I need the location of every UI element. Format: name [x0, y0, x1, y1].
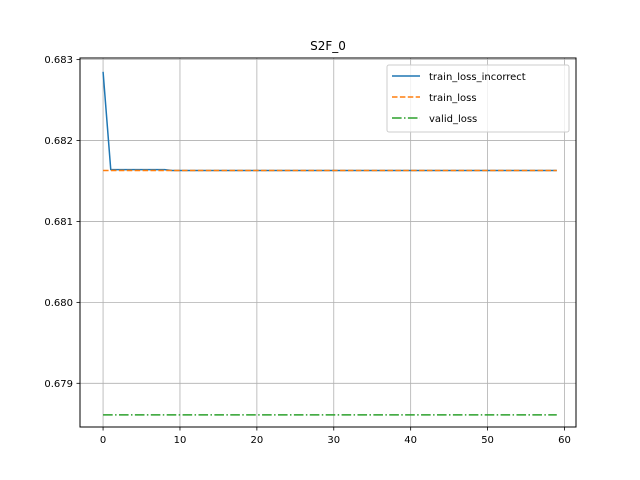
x-tick-label: 20: [251, 435, 264, 446]
x-tick-label: 10: [174, 435, 187, 446]
series-line-train-loss-incorrect: [102, 71, 557, 172]
legend-box: [386, 64, 570, 133]
ticks: 0 10 20 30 40 50 60 0.679 0.680 0.681 0.682 0.683: [44, 55, 570, 446]
plot-frame: [79, 57, 577, 428]
x-tick-label: 40: [404, 435, 417, 446]
legend-label: train_loss: [429, 93, 477, 104]
y-tick-label: 0.679: [44, 379, 73, 390]
series-lines: [102, 71, 557, 416]
x-tick-label: 50: [481, 435, 494, 446]
legend-label: valid_loss: [429, 114, 477, 125]
legend: train_loss_incorrect train_loss valid_loss: [386, 64, 570, 133]
x-tick-label: 0: [100, 435, 106, 446]
y-tick-label: 0.680: [44, 298, 73, 309]
y-tick-label: 0.683: [44, 55, 73, 66]
x-tick-label: 30: [327, 435, 340, 446]
chart-title: S2F_0: [310, 39, 346, 53]
grid: [80, 58, 576, 427]
x-tick-label: 60: [558, 435, 571, 446]
y-tick-label: 0.682: [44, 136, 73, 147]
legend-label: train_loss_incorrect: [429, 72, 526, 83]
y-tick-label: 0.681: [44, 217, 73, 228]
